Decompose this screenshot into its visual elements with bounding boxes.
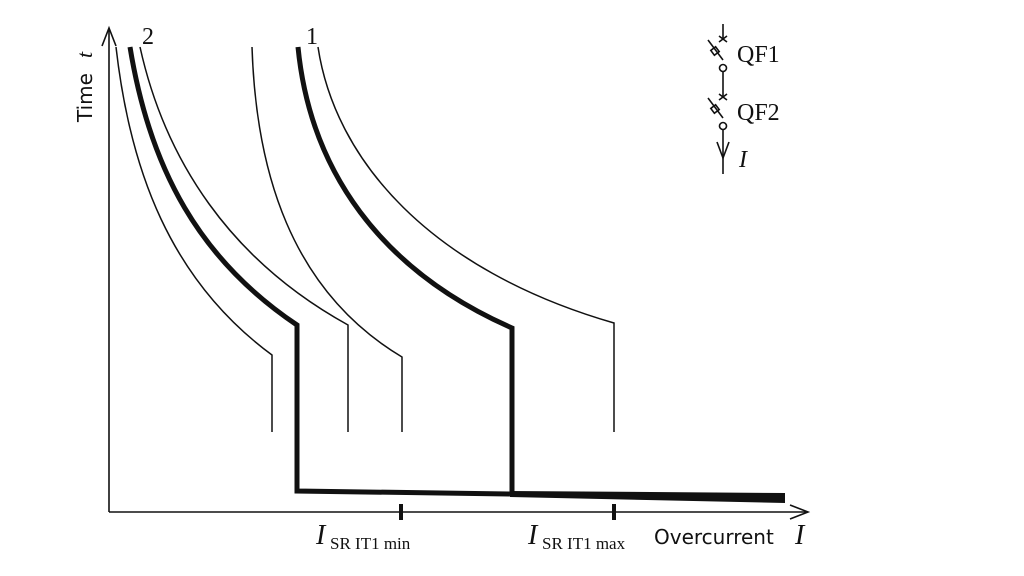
curve-1-lower-band	[251, 46, 403, 432]
tick-max-main: I	[527, 520, 539, 551]
x-axis-arrow-icon	[789, 504, 811, 520]
curve-1-upper-band	[317, 46, 615, 432]
curve-1-main	[295, 46, 515, 494]
y-axis-title: Time	[73, 73, 97, 123]
curve-1-group	[251, 46, 615, 494]
tick-label-min: I SR IT1 min	[315, 520, 411, 553]
current-arrow-icon	[716, 141, 730, 161]
qf1-label: QF1	[737, 42, 780, 68]
curve-2-group	[115, 46, 511, 497]
current-label: I	[738, 147, 748, 173]
curve-2-main	[127, 46, 511, 497]
y-axis-arrow-icon	[101, 25, 117, 47]
breaker-qf1-icon	[707, 35, 728, 73]
y-axis-symbol: t	[72, 51, 97, 58]
axes	[101, 25, 811, 520]
tick-label-max: I SR IT1 max	[527, 520, 626, 553]
instantaneous-trip-line	[510, 491, 785, 503]
curve-2-label: 2	[142, 24, 154, 50]
tick-min-main: I	[315, 520, 327, 551]
curve-2-lower-band	[115, 46, 273, 432]
circuit-schematic	[707, 24, 730, 174]
y-axis-label: Time t	[72, 51, 97, 123]
breaker-qf2-icon	[707, 93, 728, 131]
curve-2-upper-band	[139, 46, 349, 432]
curve-1-label: 1	[306, 24, 318, 50]
tick-max-sub: SR IT1 max	[542, 534, 626, 553]
x-axis-symbol: I	[794, 520, 806, 551]
qf2-label: QF2	[737, 100, 780, 126]
tick-min-sub: SR IT1 min	[330, 534, 411, 553]
x-axis-title: Overcurrent	[654, 525, 774, 549]
